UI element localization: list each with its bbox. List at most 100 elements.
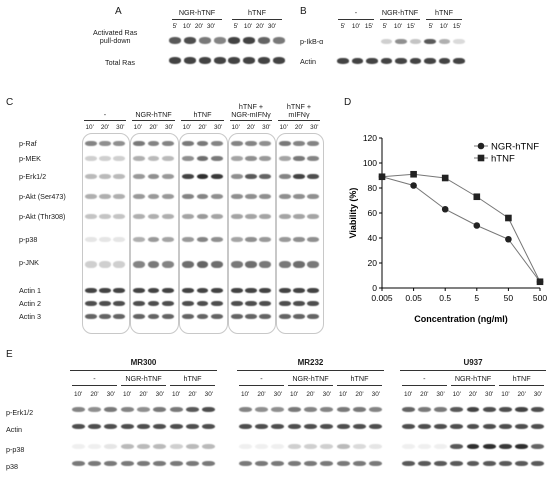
blot-band [287, 424, 301, 429]
blot-band [303, 407, 318, 412]
blot-band [147, 174, 160, 179]
panel-e-time-label: 30' [436, 391, 445, 398]
panel-e-blot-strip [70, 423, 217, 430]
panel-c-blot-strip [84, 287, 126, 294]
blot-band [351, 58, 364, 64]
blot-band [184, 37, 197, 44]
blot-band [211, 141, 223, 146]
blot-band [113, 237, 125, 242]
panel-c-time-label: 30' [213, 124, 223, 131]
panel-c-blot-strip [230, 287, 272, 294]
blot-band [231, 156, 243, 161]
blot-band [498, 407, 512, 412]
blot-band [104, 424, 118, 429]
blot-band [211, 194, 223, 199]
panel-b-blot-actin [336, 57, 466, 65]
blot-band [104, 461, 118, 466]
panel-c-blot-strip [132, 173, 175, 180]
blot-band [369, 444, 383, 449]
panel-e-blot-strip [400, 460, 546, 467]
blot-band [238, 461, 252, 466]
blot-band [196, 237, 209, 242]
group-underline [132, 120, 175, 121]
group-label: NGR-hTNF [178, 8, 216, 17]
blot-band [434, 407, 448, 412]
blot-band [259, 194, 271, 199]
blot-band [259, 174, 271, 179]
blot-band [185, 407, 200, 412]
blot-band [196, 141, 209, 146]
group-label-line: hTNF + [238, 102, 264, 111]
blot-band [271, 444, 285, 449]
panel-e-time-label: 30' [322, 391, 331, 398]
group-underline [288, 385, 333, 386]
blot-band [320, 444, 334, 449]
panel-c-blot-strip [132, 300, 175, 307]
blot-band [254, 407, 269, 412]
panel-c-blot-strip [84, 300, 126, 307]
blot-band [271, 407, 285, 412]
panel-b-time-label: 15' [452, 23, 462, 30]
blot-band [147, 214, 160, 219]
legend-marker-circle [477, 142, 485, 150]
blot-band [211, 214, 223, 219]
blot-band [238, 444, 252, 449]
x-tick-label: 500 [533, 293, 547, 303]
blot-band [259, 301, 271, 306]
legend-label: NGR-hTNF [491, 142, 539, 153]
panel-c-blot-strip [132, 155, 175, 162]
panel-b-time-label: 5' [428, 23, 434, 30]
blot-band [133, 214, 145, 219]
blot-band [85, 141, 97, 146]
blot-band [182, 214, 194, 219]
series-line-ngr-htnf [381, 176, 541, 283]
blot-band [196, 194, 209, 199]
blot-band [153, 461, 167, 466]
blot-band [99, 260, 111, 268]
y-axis-title: Viability (%) [348, 188, 358, 239]
blot-band [259, 260, 271, 268]
blot-band [498, 461, 512, 466]
data-point-square [378, 173, 386, 181]
blot-band [231, 314, 243, 319]
lane-frame [228, 133, 276, 334]
panel-c-blot-strip [132, 140, 175, 147]
blot-band [336, 407, 350, 412]
panel-a-time-label: 20' [255, 23, 265, 30]
blot-band [104, 444, 118, 449]
panel-c-blot-strip [84, 155, 126, 162]
panel-c-time-label: 30' [164, 124, 174, 131]
blot-band [211, 156, 223, 161]
panel-e-cell-line-label: U937 [463, 358, 483, 367]
panel-e-time-label: 20' [90, 391, 99, 398]
blot-band [515, 424, 529, 429]
panel-e-time-label: 20' [420, 391, 429, 398]
blot-band [287, 407, 301, 412]
blot-band [136, 407, 151, 412]
panel-a-time-label: 10' [243, 23, 253, 30]
blot-band [169, 444, 183, 449]
panel-e-time-label: 30' [106, 391, 115, 398]
blot-band [85, 214, 97, 219]
blot-band [395, 39, 407, 44]
y-tick-label: 20 [368, 258, 378, 268]
panel-e-cell-line-underline [400, 370, 546, 371]
panel-c-blot-strip [278, 140, 320, 147]
blot-band [231, 237, 243, 242]
blot-band [434, 444, 448, 449]
blot-band [231, 214, 243, 219]
y-tick-label: 40 [368, 233, 378, 243]
panel-e-blot-strip [400, 423, 546, 430]
blot-band [147, 288, 160, 293]
blot-band [182, 194, 194, 199]
blot-band [409, 58, 422, 64]
blot-band [450, 444, 464, 449]
group-underline [170, 385, 215, 386]
blot-band [336, 424, 350, 429]
group-underline [121, 385, 166, 386]
panel-a-row-label-activated-ras: Activated Ras pull-down [93, 29, 137, 45]
panel-c-row-label: p-Erk1/2 [19, 172, 47, 181]
blot-band [307, 141, 319, 146]
blot-band [196, 156, 209, 161]
blot-band [450, 461, 464, 466]
